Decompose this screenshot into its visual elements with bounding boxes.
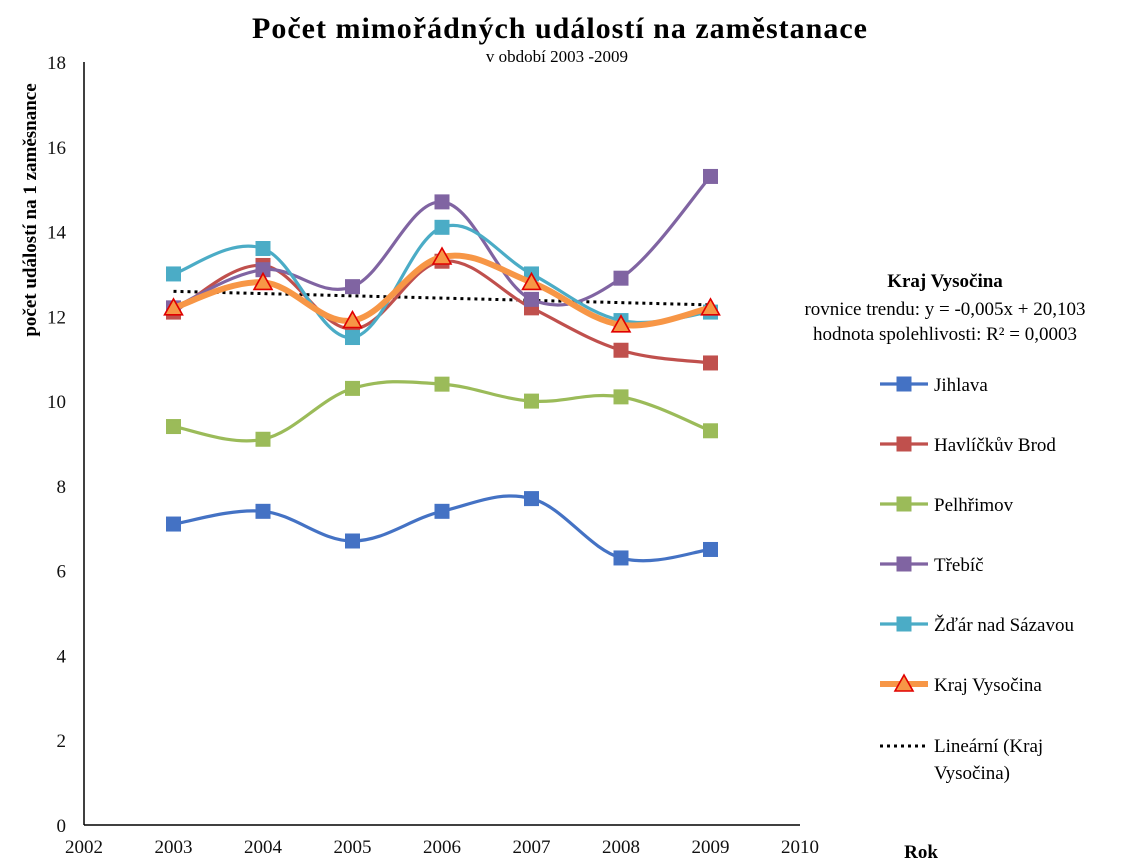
y-tick-label: 18 (47, 53, 66, 74)
series-group (163, 168, 721, 566)
legend-label: Žďár nad Sázavou (934, 614, 1074, 636)
y-tick-label: 10 (47, 392, 66, 413)
y-tick-label: 14 (47, 223, 67, 244)
data-point (434, 503, 450, 519)
y-tick-label: 0 (57, 816, 67, 837)
data-point (255, 431, 271, 447)
y-tick-label: 16 (47, 138, 66, 159)
data-point (166, 266, 181, 282)
trendline-path (173, 289, 711, 307)
x-tick-label: 2007 (513, 837, 551, 858)
legend-swatch-marker (896, 436, 912, 452)
data-point (703, 423, 718, 439)
x-tick-label: 2002 (65, 837, 103, 858)
annotation-equation: rovnice trendu: y = -0,005x + 20,103 (804, 299, 1085, 320)
chart-title: Počet mimořádných událostí na zaměstanac… (252, 12, 868, 45)
data-point (166, 419, 181, 435)
x-tick-label: 2004 (244, 837, 283, 858)
annotation-r-squared: hodnota spolehlivosti: R² = 0,0003 (813, 324, 1077, 345)
trend-annotation: Kraj Vysočina rovnice trendu: y = -0,005… (804, 271, 1085, 345)
data-point (521, 271, 542, 291)
data-point (434, 194, 450, 210)
data-point (613, 270, 629, 286)
data-point (255, 241, 271, 257)
x-axis-label: Rok (904, 842, 938, 863)
legend-entry: Havlíčkův Brod (880, 435, 1056, 456)
legend-swatch-marker (896, 556, 912, 572)
legend-swatch-marker (896, 616, 912, 632)
series-line (172, 259, 711, 365)
legend-entry: Kraj Vysočina (880, 673, 1042, 696)
data-point (610, 314, 632, 333)
data-point (524, 491, 539, 507)
data-point (345, 279, 360, 295)
data-point (703, 541, 718, 557)
x-axis-ticks: 2002 2003 2004 2005 2006 2007 2008 2009 2010 (65, 837, 819, 858)
data-point (345, 380, 360, 396)
data-point (613, 389, 629, 405)
legend-label: Pelhřimov (934, 495, 1014, 516)
legend-entry: Jihlava (880, 375, 988, 396)
legend-label: Jihlava (934, 375, 988, 396)
x-tick-label: 2005 (334, 837, 372, 858)
x-tick-label: 2010 (781, 837, 819, 858)
y-tick-label: 12 (47, 307, 66, 328)
trendline (173, 289, 711, 307)
series-1 (166, 491, 718, 566)
data-point (163, 297, 184, 316)
annotation-title: Kraj Vysočina (887, 271, 1003, 292)
legend-label: Kraj Vysočina (934, 675, 1042, 696)
data-point (613, 550, 629, 566)
series-6 (163, 246, 721, 333)
legend-entry: Žďár nad Sázavou (880, 614, 1074, 636)
data-point (255, 503, 271, 519)
data-point (700, 297, 721, 316)
series-4 (166, 168, 718, 316)
y-tick-label: 6 (57, 562, 67, 583)
data-point (703, 355, 718, 371)
legend-trend-label-2: Vysočina) (934, 763, 1010, 784)
x-tick-label: 2008 (602, 837, 640, 858)
y-axis-ticks: 0 2 4 6 8 10 12 14 16 18 (47, 53, 67, 837)
y-axis-label: počet událostí na 1 zaměsnance (20, 83, 41, 336)
data-point (434, 376, 450, 392)
data-point (703, 168, 718, 184)
x-tick-label: 2009 (692, 837, 730, 858)
legend-swatch-marker (896, 376, 912, 392)
data-point (252, 271, 274, 291)
data-point (524, 393, 539, 409)
chart-subtitle: v období 2003 -2009 (486, 47, 628, 66)
data-point (166, 516, 181, 532)
y-tick-label: 2 (57, 731, 67, 752)
data-point (345, 330, 360, 346)
x-tick-label: 2006 (423, 837, 461, 858)
legend-label: Havlíčkův Brod (934, 435, 1056, 456)
data-point (345, 533, 360, 549)
data-point (434, 219, 450, 235)
legend-swatch-marker (896, 496, 912, 512)
x-tick-label: 2003 (155, 837, 193, 858)
legend-trend-label-1: Lineární (Kraj (934, 736, 1043, 757)
legend-label: Třebíč (934, 555, 984, 576)
y-tick-label: 4 (57, 646, 67, 667)
legend: Jihlava Havlíčkův Brod Pelhřimov Třebíč Žďár… (880, 375, 1074, 696)
legend-entry: Třebíč (880, 555, 984, 576)
data-point (524, 291, 539, 307)
legend-swatch-marker (893, 673, 915, 692)
data-point (613, 342, 629, 358)
series-3 (166, 376, 718, 447)
legend-trend-entry: Lineární (Kraj Vysočina) (880, 736, 1043, 784)
y-tick-label: 8 (57, 477, 67, 498)
data-point (431, 246, 453, 265)
data-point (342, 309, 363, 329)
legend-entry: Pelhřimov (880, 495, 1014, 516)
